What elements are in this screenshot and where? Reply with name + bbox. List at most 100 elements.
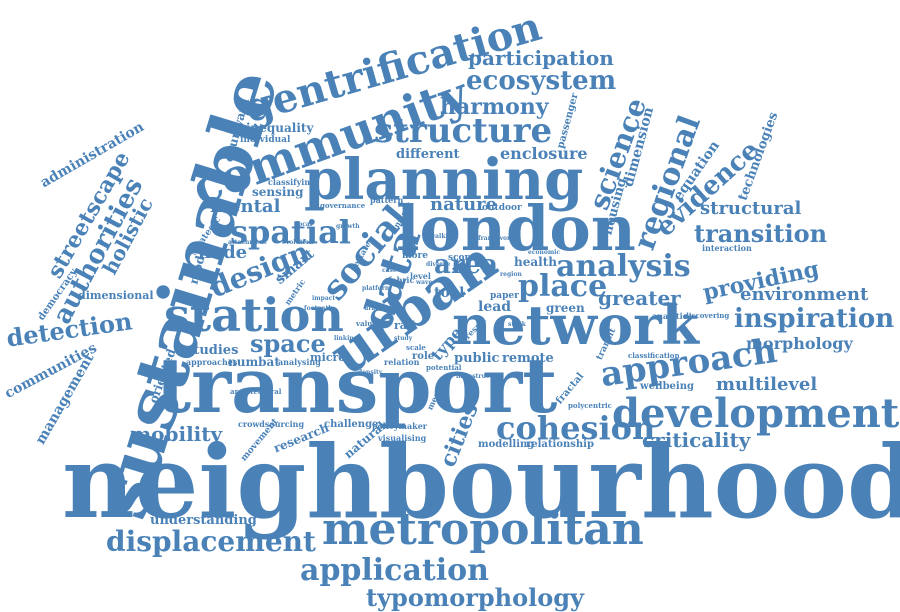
word-scale: scale — [406, 343, 426, 352]
word-potential: potential — [426, 363, 462, 372]
word-neighbourhood: neighbourhood — [62, 423, 900, 541]
word-london: london — [396, 192, 636, 265]
word-studies: studies — [186, 343, 239, 358]
word-understanding: understanding — [150, 513, 257, 528]
word-morphology: morphology — [746, 334, 853, 353]
word-study: study — [394, 335, 413, 342]
word-role: role — [412, 351, 435, 362]
word-fabric: fabric — [388, 275, 415, 285]
word-station: station — [164, 288, 344, 342]
word-urbanism: urbanism — [364, 305, 396, 312]
word-visualising: visualising — [378, 433, 427, 443]
word-inequality: inequality — [246, 121, 314, 135]
word-value: value — [356, 319, 377, 328]
word-space: space — [250, 329, 326, 358]
word-greater: greater — [598, 286, 681, 310]
word-density: density — [358, 369, 383, 376]
word-platform: platform — [362, 285, 392, 292]
word-planning: planning — [304, 147, 584, 213]
word-place: place — [518, 269, 608, 304]
word-passenger: passenger — [555, 91, 581, 150]
word-classification: classification — [628, 351, 680, 360]
word-classifying: classifying — [268, 177, 316, 187]
word-detection: detection — [4, 306, 135, 353]
word-analytic: analytic — [652, 311, 688, 321]
word-impact: impact — [312, 295, 336, 302]
word-displacement: displacement — [106, 525, 316, 558]
word-modelling: modelling — [478, 439, 535, 450]
word-relationship: relationship — [526, 439, 594, 450]
word-outdoor: outdoor — [482, 203, 522, 213]
word-remote: remote — [502, 351, 554, 366]
word-policymaker: policymaker — [372, 421, 428, 431]
word-nature: nature — [430, 194, 498, 215]
word-case: case — [382, 267, 397, 274]
word-numbat: numbat — [228, 355, 280, 369]
word-area: area — [434, 250, 498, 280]
word-local: local — [296, 221, 313, 228]
word-metropolitan: metropolitan — [322, 504, 644, 555]
word-spatial: spatial — [230, 213, 351, 251]
word-inspiration: inspiration — [734, 304, 895, 334]
word-transport: transport — [156, 341, 558, 430]
word-attachment: attachment — [228, 239, 267, 246]
word-approaches: approaches — [186, 357, 238, 367]
word-harmony: harmony — [440, 94, 549, 120]
word-node: node — [198, 242, 248, 263]
word-structure: structure — [374, 111, 553, 151]
word-discovering: discovering — [684, 311, 730, 320]
word-mental: mental — [210, 196, 281, 217]
word-analysing: analysing — [278, 357, 321, 367]
word-more: more — [402, 251, 428, 261]
word-stock: stock — [508, 321, 526, 328]
word-interaction: interaction — [702, 243, 752, 253]
word-individual: individual — [240, 135, 291, 145]
word-governance: governance — [320, 201, 366, 210]
word-criticality: criticality — [642, 428, 751, 452]
word-economic: economic — [528, 249, 561, 256]
word-ecosystem: ecosystem — [466, 66, 617, 96]
word-challenge: challenge — [324, 419, 379, 430]
word-sensing: sensing — [252, 185, 304, 199]
word-evolution: evolution — [282, 239, 314, 246]
word-health: health — [514, 255, 557, 269]
word-multilevel: multilevel — [716, 374, 818, 395]
word-mobility: mobility — [130, 422, 223, 446]
word-cohesion: cohesion — [496, 409, 656, 447]
word-paper: paper — [490, 291, 519, 301]
word-level: level — [410, 271, 431, 281]
word-infrastructure: infrastructure — [456, 373, 504, 380]
word-pattern: pattern — [370, 195, 404, 205]
word-micro: micro — [310, 351, 346, 364]
word-enclosure: enclosure — [500, 144, 588, 163]
word-crowdsourcing: crowdsourcing — [238, 419, 305, 429]
word-network: network — [452, 293, 699, 357]
word-architectural: architectural — [230, 387, 282, 396]
word-transition: transition — [694, 219, 828, 248]
word-wellbeing: wellbeing — [640, 381, 694, 392]
word-growth: growth — [336, 223, 360, 230]
word-application: application — [300, 553, 489, 588]
word-environment: environment — [740, 284, 869, 305]
word-lead: lead — [478, 299, 512, 315]
word-framework: framework — [478, 235, 515, 242]
word-public: public — [454, 351, 500, 366]
word-structural: structural — [700, 198, 802, 219]
word-different: different — [396, 147, 460, 162]
word-development: development — [612, 390, 900, 437]
word-polycentric: polycentric — [568, 401, 612, 410]
word-footpath: footpath — [304, 305, 333, 312]
word-analysis: analysis — [556, 249, 691, 284]
word-region: region — [500, 271, 522, 278]
word-typomorphology: typomorphology — [366, 583, 584, 612]
word-walking: walking — [430, 233, 457, 240]
word-wave: wave — [416, 279, 433, 286]
word-diverse: diverse — [426, 261, 451, 268]
word-tool: tool — [434, 285, 465, 301]
word-relation: relation — [384, 357, 420, 367]
word-rail: rail — [394, 319, 416, 332]
word-participation: participation — [468, 46, 614, 70]
word-green: green — [546, 301, 585, 315]
word-linking: linking — [334, 335, 358, 342]
